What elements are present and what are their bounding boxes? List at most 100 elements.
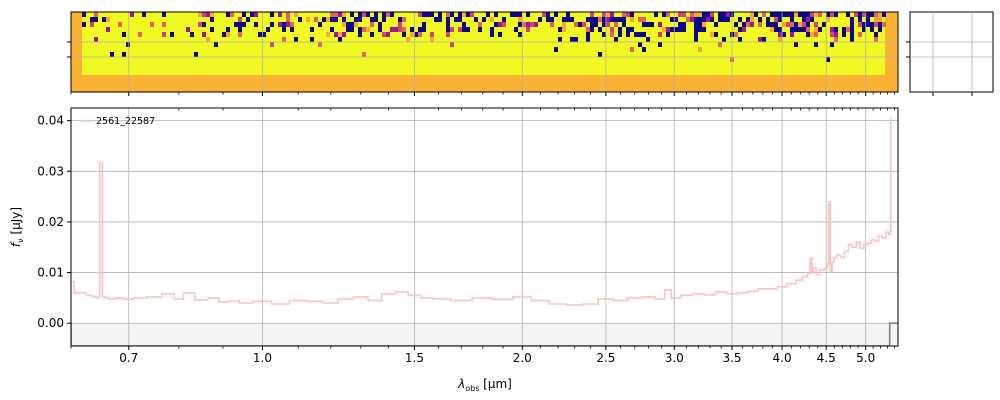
heatmap-cell: [446, 27, 450, 32]
gridlines: [71, 108, 898, 346]
heatmap-cell: [570, 37, 574, 42]
heatmap-cell: [698, 17, 702, 22]
heatmap-cell: [790, 12, 794, 17]
heatmap-cell: [110, 52, 114, 57]
heatmap-cell: [798, 27, 802, 32]
heatmap-cell: [594, 22, 598, 27]
heatmap-cell: [318, 42, 322, 47]
heatmap-cell: [490, 17, 494, 22]
heatmap-cell: [590, 22, 594, 27]
heatmap-cell: [806, 12, 810, 17]
heatmap-cell: [250, 12, 254, 17]
heatmap-cell: [314, 17, 318, 22]
heatmap-cell: [418, 27, 422, 32]
heatmap-cell: [562, 27, 566, 32]
heatmap-cell: [310, 27, 314, 32]
heatmap-cell: [814, 42, 818, 47]
heatmap-cell: [638, 32, 642, 37]
y-axis-title-sub: ν: [16, 238, 25, 243]
heatmap-cell: [678, 12, 682, 17]
heatmap-cell: [882, 22, 886, 27]
heatmap-cell: [746, 17, 750, 22]
heatmap-cell: [282, 27, 286, 32]
heatmap-cell: [370, 22, 374, 27]
heatmap-cell: [402, 32, 406, 37]
heatmap-cell: [706, 12, 710, 17]
heatmap-cell: [514, 27, 518, 32]
heatmap-cell: [562, 22, 566, 27]
heatmap-cell: [754, 12, 758, 17]
heatmap-cell: [202, 32, 206, 37]
heatmap-cell: [566, 12, 570, 17]
heatmap-cell: [870, 12, 874, 17]
heatmap-cell: [710, 12, 714, 17]
heatmap-cell: [266, 27, 270, 32]
heatmap-cell: [874, 32, 878, 37]
heatmap-row: [82, 47, 885, 52]
heatmap-cell: [790, 22, 794, 27]
heatmap-cell: [710, 17, 714, 22]
heatmap-cell: [634, 32, 638, 37]
heatmap-cell: [770, 12, 774, 17]
heatmap-cell: [370, 17, 374, 22]
heatmap-cell: [334, 12, 338, 17]
heatmap-cell: [338, 37, 342, 42]
heatmap-cell: [610, 27, 614, 32]
x-tick-label: 2.5: [596, 351, 615, 365]
heatmap-cell: [270, 42, 274, 47]
heatmap-cell: [254, 12, 258, 17]
heatmap-cell: [874, 12, 878, 17]
heatmap-cell: [758, 37, 762, 42]
heatmap-cell: [846, 27, 850, 32]
heatmap-cell: [386, 12, 390, 17]
heatmap-cell: [698, 12, 702, 17]
y-axis: 0.00 0.01 0.02 0.03 0.04: [37, 114, 71, 330]
heatmap-cell: [626, 27, 630, 32]
heatmap-cell: [590, 17, 594, 22]
heatmap-cell: [874, 37, 878, 42]
heatmap-cell: [654, 12, 658, 17]
heatmap-cell: [330, 12, 334, 17]
heatmap-cell: [334, 32, 338, 37]
heatmap-cell: [402, 17, 406, 22]
heatmap-cell: [82, 12, 86, 17]
heatmap-cell: [366, 12, 370, 17]
heatmap-cell: [402, 27, 406, 32]
heatmap-cell: [834, 32, 838, 37]
heatmap-cell: [286, 17, 290, 22]
heatmap-cell: [650, 22, 654, 27]
heatmap-cell: [394, 27, 398, 32]
heatmap-cell: [774, 27, 778, 32]
heatmap-cell: [830, 12, 834, 17]
heatmap-cell: [398, 17, 402, 22]
heatmap-cell: [486, 12, 490, 17]
heatmap-cell: [802, 27, 806, 32]
heatmap-cell: [358, 32, 362, 37]
x-tick-label: 4.5: [817, 351, 836, 365]
heatmap-cell: [186, 27, 190, 32]
heatmap-cell: [662, 12, 666, 17]
heatmap-cell: [834, 37, 838, 42]
heatmap-cell: [854, 12, 858, 17]
heatmap-cell: [458, 12, 462, 17]
heatmap-cell: [806, 32, 810, 37]
heatmap-cell: [106, 27, 110, 32]
heatmap-cell: [710, 32, 714, 37]
heatmap-cell: [478, 27, 482, 32]
heatmap-cell: [270, 12, 274, 17]
heatmap-cell: [774, 17, 778, 22]
heatmap-cell: [450, 12, 454, 17]
heatmap-cell: [502, 22, 506, 27]
heatmap-cell: [670, 27, 674, 32]
heatmap-cell: [94, 37, 98, 42]
heatmap-cell: [382, 12, 386, 17]
heatmap-cell: [622, 12, 626, 17]
heatmap-cell: [706, 17, 710, 22]
y-axis-title-unit: [μJy]: [9, 207, 23, 238]
heatmap-cell: [554, 12, 558, 17]
series-line-mask: [71, 322, 898, 346]
heatmap-cell: [630, 47, 634, 52]
heatmap-cell: [422, 27, 426, 32]
heatmap-cell: [326, 17, 330, 22]
